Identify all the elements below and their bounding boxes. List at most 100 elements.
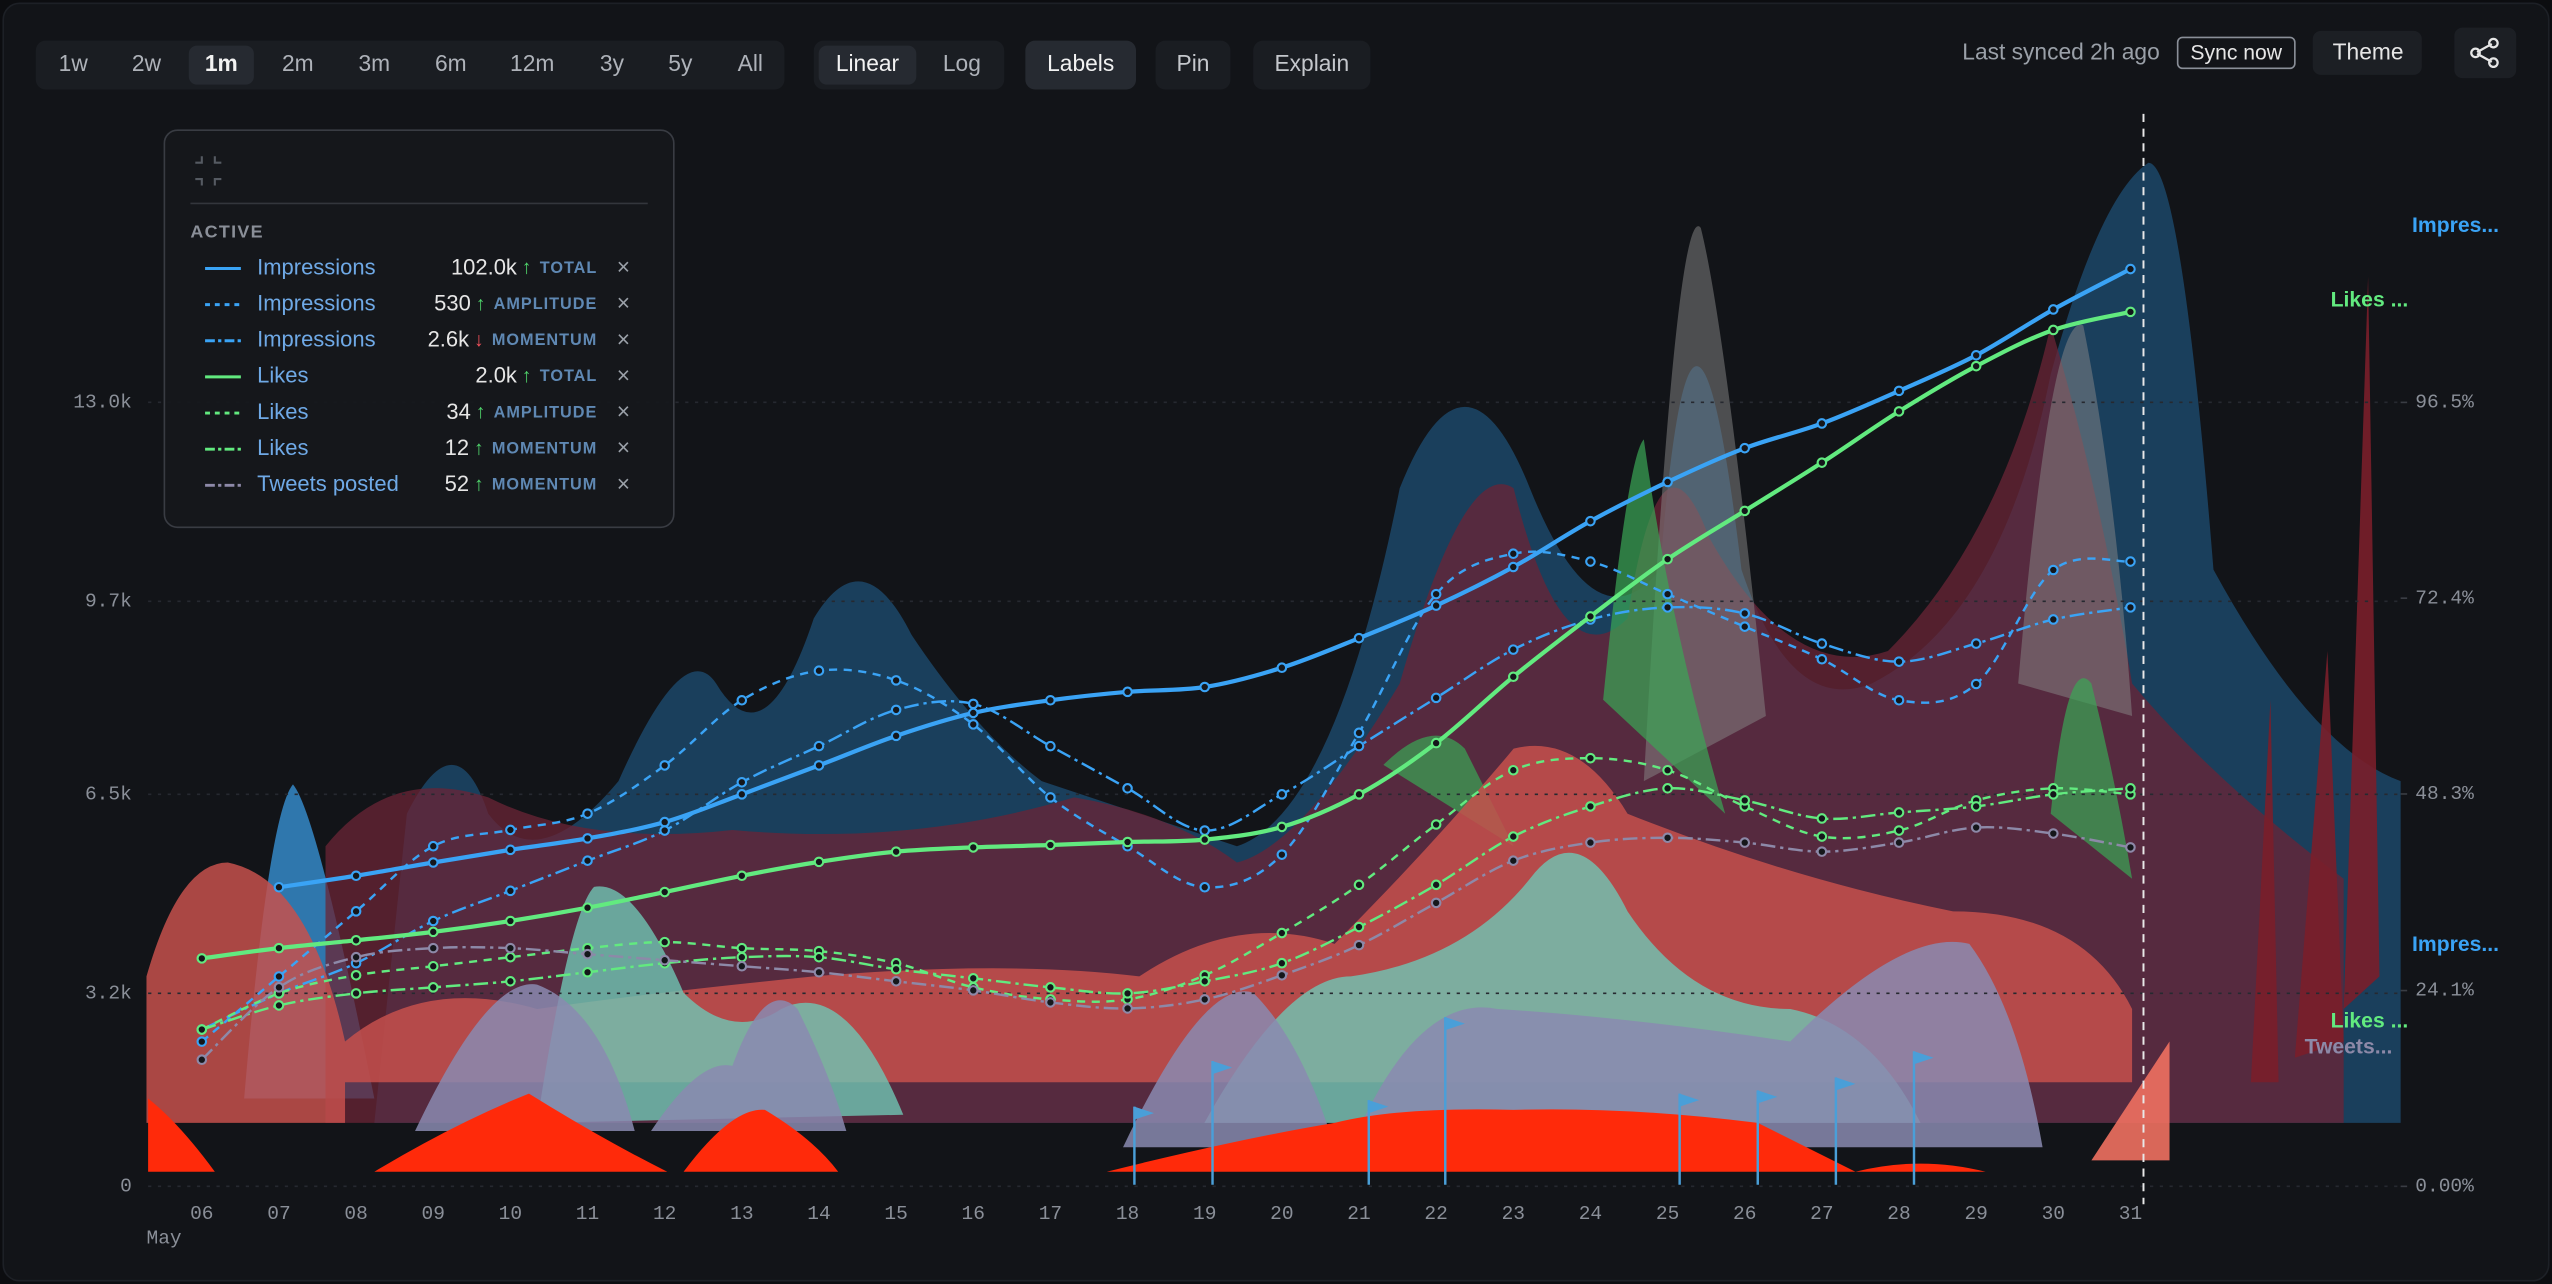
point <box>350 951 362 963</box>
end-label: Impres... <box>2412 933 2499 956</box>
point <box>1739 442 1751 454</box>
y-tick-label: 3.2k <box>85 983 132 1005</box>
point <box>1430 897 1442 909</box>
point <box>427 982 439 993</box>
point <box>1662 832 1673 844</box>
range-button[interactable]: 1m <box>205 50 238 76</box>
legend-name[interactable]: Impressions <box>257 254 375 279</box>
point <box>427 857 439 868</box>
legend-remove[interactable]: × <box>617 398 630 424</box>
y-tick-label: 9.7k <box>85 591 132 613</box>
point <box>505 976 516 987</box>
point <box>1662 602 1673 613</box>
sync-status: Last synced 2h ago <box>1962 39 2159 65</box>
legend-name[interactable]: Tweets posted <box>257 471 399 496</box>
legend-name[interactable]: Impressions <box>257 290 375 315</box>
scale-active <box>818 45 917 85</box>
point <box>1816 831 1828 842</box>
area <box>415 941 2043 1148</box>
share-button[interactable] <box>2454 27 2517 79</box>
toolbar-button[interactable]: Labels <box>1047 50 1114 76</box>
range-button[interactable]: 3y <box>600 50 625 76</box>
range-button[interactable]: 1w <box>59 50 89 76</box>
legend-heading: ACTIVE <box>190 221 263 241</box>
legend-remove[interactable]: × <box>617 254 630 280</box>
button-bg <box>1155 40 1231 90</box>
point <box>736 951 748 963</box>
point <box>890 704 902 716</box>
point <box>1816 457 1828 468</box>
point <box>736 777 748 788</box>
point <box>350 906 362 917</box>
button-bg <box>1025 40 1137 90</box>
point <box>1122 988 1133 999</box>
legend-name[interactable]: Likes <box>257 435 308 460</box>
range-button[interactable]: 3m <box>359 50 391 76</box>
point <box>736 942 748 954</box>
point <box>813 665 825 677</box>
legend-remove[interactable]: × <box>617 326 630 352</box>
flag-poles <box>1133 1017 1916 1185</box>
legend-name[interactable]: Likes <box>257 363 308 388</box>
legend-remove[interactable]: × <box>617 434 630 460</box>
point <box>659 954 670 966</box>
y2-tick-label: 0.00% <box>2415 1176 2474 1198</box>
point <box>1199 881 1211 893</box>
point <box>350 935 362 946</box>
range-button[interactable]: 6m <box>435 50 467 76</box>
point <box>736 960 748 972</box>
point <box>1508 561 1519 573</box>
point <box>1585 515 1596 527</box>
point <box>1893 406 1905 417</box>
range-button[interactable]: 2w <box>132 50 162 76</box>
point <box>1508 644 1519 655</box>
legend-name[interactable]: Impressions <box>257 327 375 352</box>
legend-value: 12 <box>445 435 469 460</box>
range-button[interactable]: All <box>738 50 763 76</box>
legend-remove[interactable]: × <box>617 470 630 496</box>
point <box>890 675 902 686</box>
point <box>1353 939 1365 951</box>
point <box>1893 656 1905 667</box>
point <box>1430 600 1442 611</box>
legend-remove[interactable]: × <box>617 362 630 388</box>
point <box>582 902 593 914</box>
point <box>582 855 593 866</box>
scale-button[interactable]: Linear <box>836 50 900 76</box>
scale-button[interactable]: Log <box>943 50 981 76</box>
legend-name[interactable]: Likes <box>257 399 308 424</box>
point <box>890 846 902 857</box>
point <box>967 707 979 719</box>
x-tick-label: 31 <box>2119 1203 2142 1225</box>
point <box>196 953 208 964</box>
point <box>1816 638 1828 649</box>
event-flags <box>1133 1017 1934 1185</box>
legend-value: 2.6k <box>428 327 471 352</box>
point <box>1199 994 1211 1005</box>
range-button[interactable]: 12m <box>510 50 554 76</box>
lines <box>196 263 2136 1065</box>
point <box>1045 792 1056 803</box>
toolbar-button[interactable]: Explain <box>1274 50 1349 76</box>
point <box>2125 263 2136 275</box>
range-button[interactable]: 2m <box>282 50 314 76</box>
point <box>350 988 362 999</box>
legend-kind: MOMENTUM <box>492 476 597 494</box>
collapse-icon[interactable] <box>195 156 222 186</box>
point <box>1045 694 1056 706</box>
point <box>1353 727 1365 739</box>
sync-button[interactable]: Sync now <box>2190 41 2282 64</box>
point <box>505 951 516 963</box>
point <box>1045 982 1056 993</box>
point <box>1893 694 1905 706</box>
range-button[interactable]: 5y <box>668 50 693 76</box>
x-tick-label: 13 <box>730 1203 753 1225</box>
x-tick-label: 20 <box>1270 1203 1293 1225</box>
x-tick-label: 26 <box>1733 1203 1756 1225</box>
sync-bg <box>2176 36 2296 70</box>
theme-button[interactable]: Theme <box>2333 39 2404 65</box>
point <box>582 833 593 844</box>
legend-remove[interactable]: × <box>617 290 630 316</box>
toolbar-button[interactable]: Pin <box>1177 50 1210 76</box>
